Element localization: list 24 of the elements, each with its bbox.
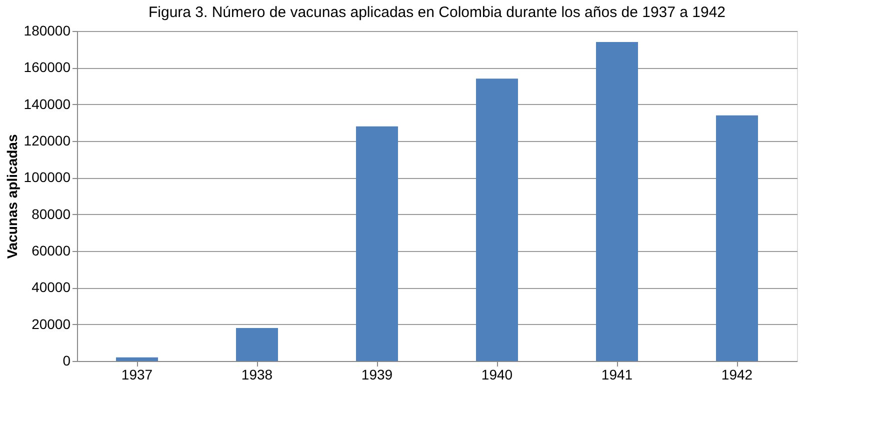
bar: [596, 42, 638, 361]
bar: [236, 328, 278, 361]
x-tick-label: 1940: [481, 366, 513, 382]
bar: [116, 357, 158, 361]
y-tick-label: 80000: [32, 206, 71, 222]
bar: [476, 78, 518, 361]
x-tick-label: 1937: [121, 366, 153, 382]
bar: [716, 115, 758, 361]
chart-title: Figura 3. Número de vacunas aplicadas en Colombia durante los años de 1937 a 1942: [148, 4, 726, 21]
y-tick-label: 20000: [32, 316, 71, 332]
x-tick-label: 1941: [601, 366, 633, 382]
x-tick-label: 1939: [361, 366, 393, 382]
x-tick-label: 1942: [721, 366, 753, 382]
x-tick-label: 1938: [241, 366, 273, 382]
y-tick-label: 120000: [24, 132, 71, 148]
y-axis-title: Vacunas aplicadas: [4, 134, 20, 259]
y-tick-label: 160000: [24, 59, 71, 76]
y-tick-label: 0: [62, 352, 71, 368]
y-tick-label: 40000: [32, 279, 71, 296]
bar: [356, 126, 398, 361]
y-tick-label: 60000: [32, 242, 71, 258]
y-tick-label: 180000: [24, 22, 71, 38]
y-tick-label: 100000: [24, 169, 71, 186]
y-tick-label: 140000: [24, 96, 71, 112]
